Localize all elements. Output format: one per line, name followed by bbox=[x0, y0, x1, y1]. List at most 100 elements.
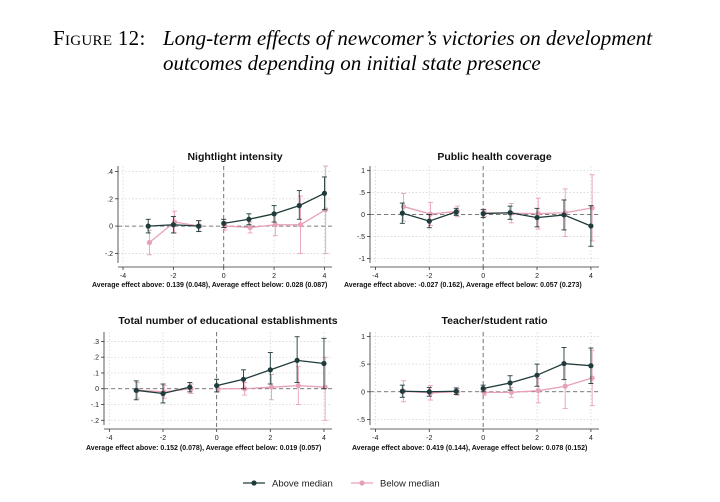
data-point bbox=[561, 212, 567, 218]
y-tick-label: -1 bbox=[359, 256, 365, 263]
y-tick-label: 0 bbox=[109, 224, 113, 231]
x-tick-label: 2 bbox=[535, 435, 539, 442]
legend-label: Below median bbox=[380, 479, 440, 490]
x-tick-label: -2 bbox=[426, 273, 432, 280]
y-tick-label: -.2 bbox=[105, 251, 113, 258]
data-point bbox=[272, 222, 278, 228]
legend: Above median Below median bbox=[243, 479, 440, 490]
x-tick-label: 0 bbox=[215, 435, 219, 442]
y-tick-label: .2 bbox=[107, 196, 113, 203]
figure-title-line-1: Long-term effects of newcomer’s victorie… bbox=[163, 26, 653, 50]
data-point bbox=[589, 375, 595, 381]
chart-title: Public health coverage bbox=[437, 151, 552, 163]
x-tick-label: -2 bbox=[426, 435, 432, 442]
x-tick-label: 2 bbox=[272, 273, 276, 280]
data-point bbox=[535, 388, 541, 394]
chart-panel-4: Teacher/student ratio -.5 0 .5 1 -4 -2 0 2 4Avera… bbox=[352, 315, 599, 452]
y-tick-label: .2 bbox=[93, 355, 99, 362]
data-point bbox=[426, 218, 432, 224]
y-tick-label: .3 bbox=[93, 339, 99, 346]
y-tick-label: -.1 bbox=[91, 402, 99, 409]
y-tick-label: -.5 bbox=[357, 234, 365, 241]
x-tick-label: 0 bbox=[481, 435, 485, 442]
chart-title: Teacher/student ratio bbox=[442, 315, 548, 327]
x-tick-label: -2 bbox=[170, 273, 176, 280]
y-tick-label: .5 bbox=[359, 190, 365, 197]
data-point bbox=[588, 363, 594, 369]
average-effect-note: Average effect above: 0.152 (0.078), Ave… bbox=[86, 445, 321, 452]
data-point bbox=[508, 389, 514, 395]
x-tick-label: 2 bbox=[535, 273, 539, 280]
y-tick-label: -.5 bbox=[357, 417, 365, 424]
data-point bbox=[399, 210, 405, 216]
data-point bbox=[534, 214, 540, 221]
average-effect-note: Average effect above: 0.419 (0.144), Ave… bbox=[352, 445, 587, 452]
data-point bbox=[562, 383, 568, 389]
x-tick-label: -4 bbox=[372, 435, 378, 442]
x-tick-label: 4 bbox=[322, 435, 326, 442]
chart-title: Nightlight intensity bbox=[187, 151, 282, 163]
y-tick-label: .1 bbox=[93, 370, 99, 377]
x-tick-label: -4 bbox=[120, 273, 126, 280]
x-tick-label: 4 bbox=[589, 273, 593, 280]
data-point bbox=[507, 210, 513, 216]
data-point bbox=[453, 388, 459, 394]
figure-title: Figure 12: Long-term effects of newcomer… bbox=[0, 0, 720, 90]
data-point bbox=[321, 360, 327, 367]
data-point bbox=[146, 239, 153, 246]
data-point bbox=[145, 223, 151, 229]
data-point bbox=[400, 203, 407, 210]
data-point bbox=[295, 382, 301, 389]
data-point bbox=[534, 372, 540, 378]
data-point bbox=[296, 203, 302, 209]
data-point bbox=[160, 390, 166, 397]
y-tick-label: 0 bbox=[361, 389, 365, 396]
chart-panel-3: Total number of educational establishmen… bbox=[86, 315, 338, 452]
y-tick-label: 0 bbox=[361, 212, 365, 219]
data-point bbox=[297, 222, 304, 228]
x-tick-label: 0 bbox=[481, 273, 485, 280]
data-point bbox=[247, 224, 253, 231]
data-point bbox=[453, 209, 459, 215]
average-effect-note: Average effect above: 0.139 (0.048), Ave… bbox=[92, 282, 327, 289]
data-point bbox=[187, 384, 193, 390]
x-tick-label: -4 bbox=[106, 435, 112, 442]
x-tick-label: 4 bbox=[322, 273, 326, 280]
data-point bbox=[588, 223, 594, 229]
chart-panel-1: Nightlight intensity -.2 0 .2 .4 -4 -2 0 2 4 Avera… bbox=[92, 151, 332, 289]
data-point bbox=[195, 223, 202, 229]
chart-title: Total number of educational establishmen… bbox=[118, 315, 337, 327]
x-tick-label: 4 bbox=[589, 435, 593, 442]
legend-item-1: Above median bbox=[243, 479, 333, 490]
y-tick-label: 1 bbox=[361, 168, 365, 175]
x-tick-label: 2 bbox=[268, 435, 272, 442]
x-tick-label: -4 bbox=[372, 273, 378, 280]
data-point bbox=[246, 216, 252, 222]
data-point bbox=[294, 357, 300, 363]
data-point bbox=[170, 222, 176, 228]
data-point bbox=[480, 385, 486, 392]
data-point bbox=[133, 387, 139, 393]
legend-swatch-marker bbox=[251, 480, 257, 486]
data-point bbox=[321, 190, 328, 196]
figure-label: Figure 12: bbox=[53, 26, 146, 50]
data-point bbox=[399, 388, 405, 394]
data-point bbox=[480, 211, 486, 217]
y-tick-label: 1 bbox=[361, 334, 365, 341]
data-point bbox=[240, 376, 247, 382]
y-tick-label: -.2 bbox=[91, 418, 99, 425]
data-point bbox=[221, 220, 227, 226]
x-tick-label: -2 bbox=[160, 435, 166, 442]
data-point bbox=[268, 384, 275, 390]
y-tick-label: 0 bbox=[95, 386, 99, 393]
y-tick-label: .4 bbox=[107, 169, 113, 176]
figure-title-line-2: outcomes depending on initial state pres… bbox=[163, 51, 541, 75]
legend-label: Above median bbox=[272, 479, 333, 490]
legend-swatch-marker bbox=[359, 480, 365, 486]
data-point bbox=[214, 382, 220, 389]
y-tick-label: .5 bbox=[359, 362, 365, 369]
data-point bbox=[267, 367, 273, 373]
chart-panel-2: Public health coverage -1 -.5 0 .5 1 -4 -2 0 2 4 Av… bbox=[344, 151, 599, 289]
data-point bbox=[426, 389, 432, 395]
